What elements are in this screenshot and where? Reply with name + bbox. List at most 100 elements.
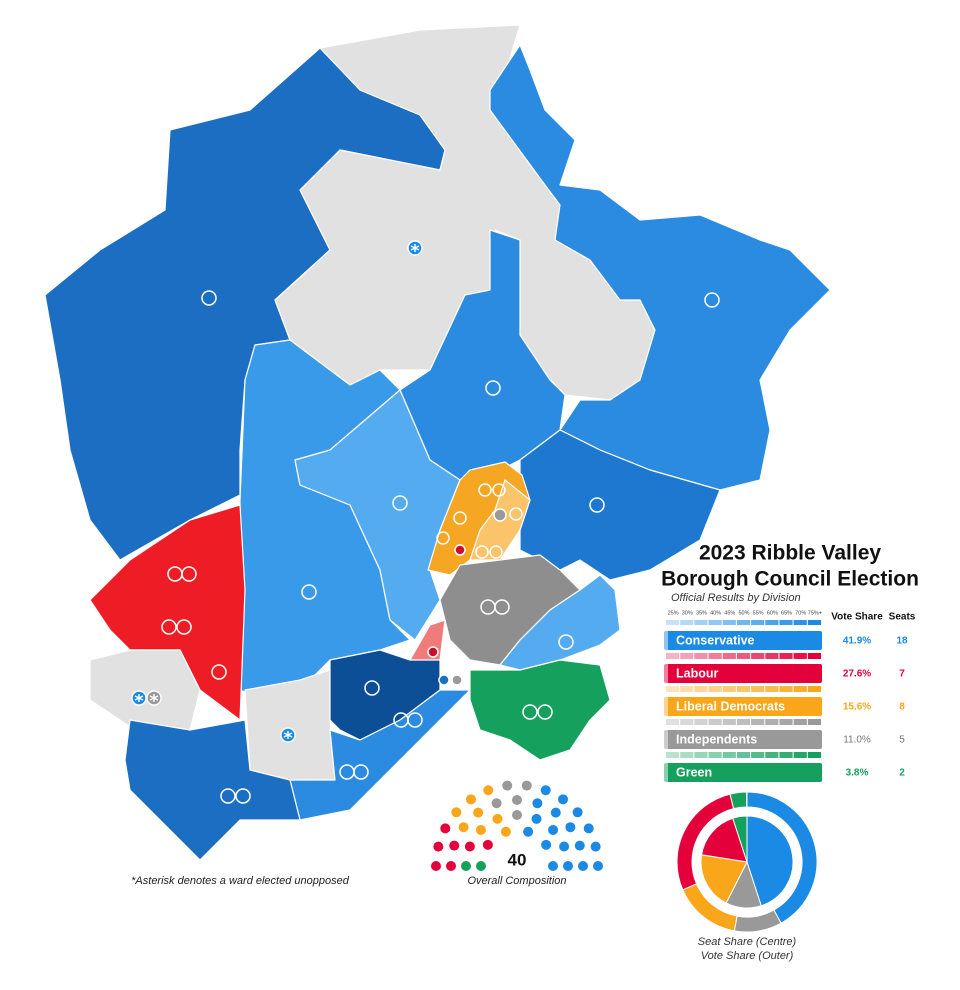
shade-swatch [708, 686, 722, 692]
party-name: Green [676, 765, 712, 779]
scale-swatch [793, 620, 807, 625]
seat-marker [493, 508, 507, 522]
party-bar-edge [664, 697, 668, 716]
seat-marker [301, 584, 317, 600]
composition-label: Overall Composition [467, 875, 566, 887]
seat-count: 2 [899, 768, 905, 779]
vote-share: 11.0% [843, 735, 871, 746]
seat-dot [475, 824, 486, 835]
seat-dot [563, 861, 573, 871]
seat-marker [451, 674, 463, 686]
seat-marker [427, 646, 439, 658]
seat-dot [512, 795, 522, 805]
seat-dot [483, 785, 494, 796]
title: Borough Council Election [661, 568, 919, 591]
shade-swatch [708, 752, 722, 758]
shade-swatch [694, 686, 708, 692]
ward-markers [161, 290, 720, 804]
shade-swatch [722, 653, 736, 659]
party-name: Independents [676, 732, 757, 746]
seat-marker [201, 290, 217, 306]
seat-marker [392, 495, 408, 511]
shade-swatch [807, 653, 821, 659]
title: 2023 Ribble Valley [699, 542, 881, 565]
column-header: Seats [889, 612, 916, 623]
unopposed-markers [131, 240, 423, 743]
scale-label: 25% [668, 610, 679, 616]
scale-label: 75%+ [808, 610, 822, 616]
asterisk-icon [134, 694, 144, 702]
seat-marker [176, 619, 192, 635]
shade-swatch [736, 719, 751, 725]
seat-dot [464, 841, 475, 852]
scale-swatch [666, 620, 680, 625]
party-bar-edge [664, 631, 668, 650]
scale-label: 65% [781, 610, 792, 616]
seat-marker [436, 531, 450, 545]
scale-label: 70% [795, 610, 806, 616]
donut-label: Seat Share (Centre) [698, 936, 797, 948]
ward-map [44, 24, 831, 861]
shade-swatch [708, 653, 722, 659]
seat-dot [572, 807, 583, 818]
vote-share-arc [729, 791, 748, 810]
seat-dot [492, 813, 503, 824]
shade-swatch [765, 653, 779, 659]
shade-swatch [807, 752, 821, 758]
shade-swatch [680, 752, 694, 758]
shade-swatch [736, 752, 751, 758]
scale-label: 45% [724, 610, 735, 616]
party-bar [664, 763, 822, 782]
shade-swatch [694, 752, 708, 758]
scale-label: 60% [767, 610, 778, 616]
shade-swatch [680, 653, 694, 659]
vote-share: 27.6% [843, 669, 871, 680]
seat-dot [502, 780, 513, 791]
ward [469, 659, 611, 761]
scale-label: 30% [682, 610, 693, 616]
shade-swatch [736, 653, 751, 659]
seat-dot [521, 780, 532, 791]
shade-swatch [779, 752, 793, 758]
asterisk-icon [410, 244, 420, 252]
seat-dot [550, 807, 561, 818]
shade-swatch [751, 719, 765, 725]
shade-swatch [765, 719, 779, 725]
seat-dot [500, 826, 511, 837]
seat-dot [559, 841, 570, 852]
shade-swatch [680, 686, 694, 692]
ward [489, 44, 831, 491]
shade-swatch [666, 653, 680, 659]
scale-swatch [765, 620, 779, 625]
party-bar-edge [664, 763, 668, 782]
seat-dot [491, 798, 502, 809]
seat-dot [548, 861, 558, 871]
shade-swatch [807, 719, 821, 725]
seat-marker [235, 788, 251, 804]
shade-swatch [793, 686, 807, 692]
party-bar [664, 631, 822, 650]
seat-marker [494, 599, 510, 615]
shade-swatch [751, 653, 765, 659]
shade-swatch [807, 686, 821, 692]
shade-swatch [779, 653, 793, 659]
seat-total: 40 [508, 850, 527, 869]
seat-marker [353, 764, 369, 780]
ward [124, 719, 301, 861]
column-header: Vote Share [831, 612, 883, 623]
scale-swatch [680, 620, 694, 625]
vote-share: 41.9% [843, 636, 871, 647]
seat-share-slice [700, 854, 748, 904]
seat-share-slice [732, 815, 748, 863]
seat-share-slice [700, 817, 748, 863]
scale-swatch [751, 620, 765, 625]
shade-swatch [779, 686, 793, 692]
vote-share: 3.8% [846, 768, 869, 779]
seat-marker [181, 566, 197, 582]
seat-marker [454, 544, 466, 556]
shade-swatch [736, 686, 751, 692]
shade-swatch [765, 752, 779, 758]
seat-marker [485, 380, 501, 396]
seat-dot [473, 807, 484, 818]
shade-swatch [694, 719, 708, 725]
